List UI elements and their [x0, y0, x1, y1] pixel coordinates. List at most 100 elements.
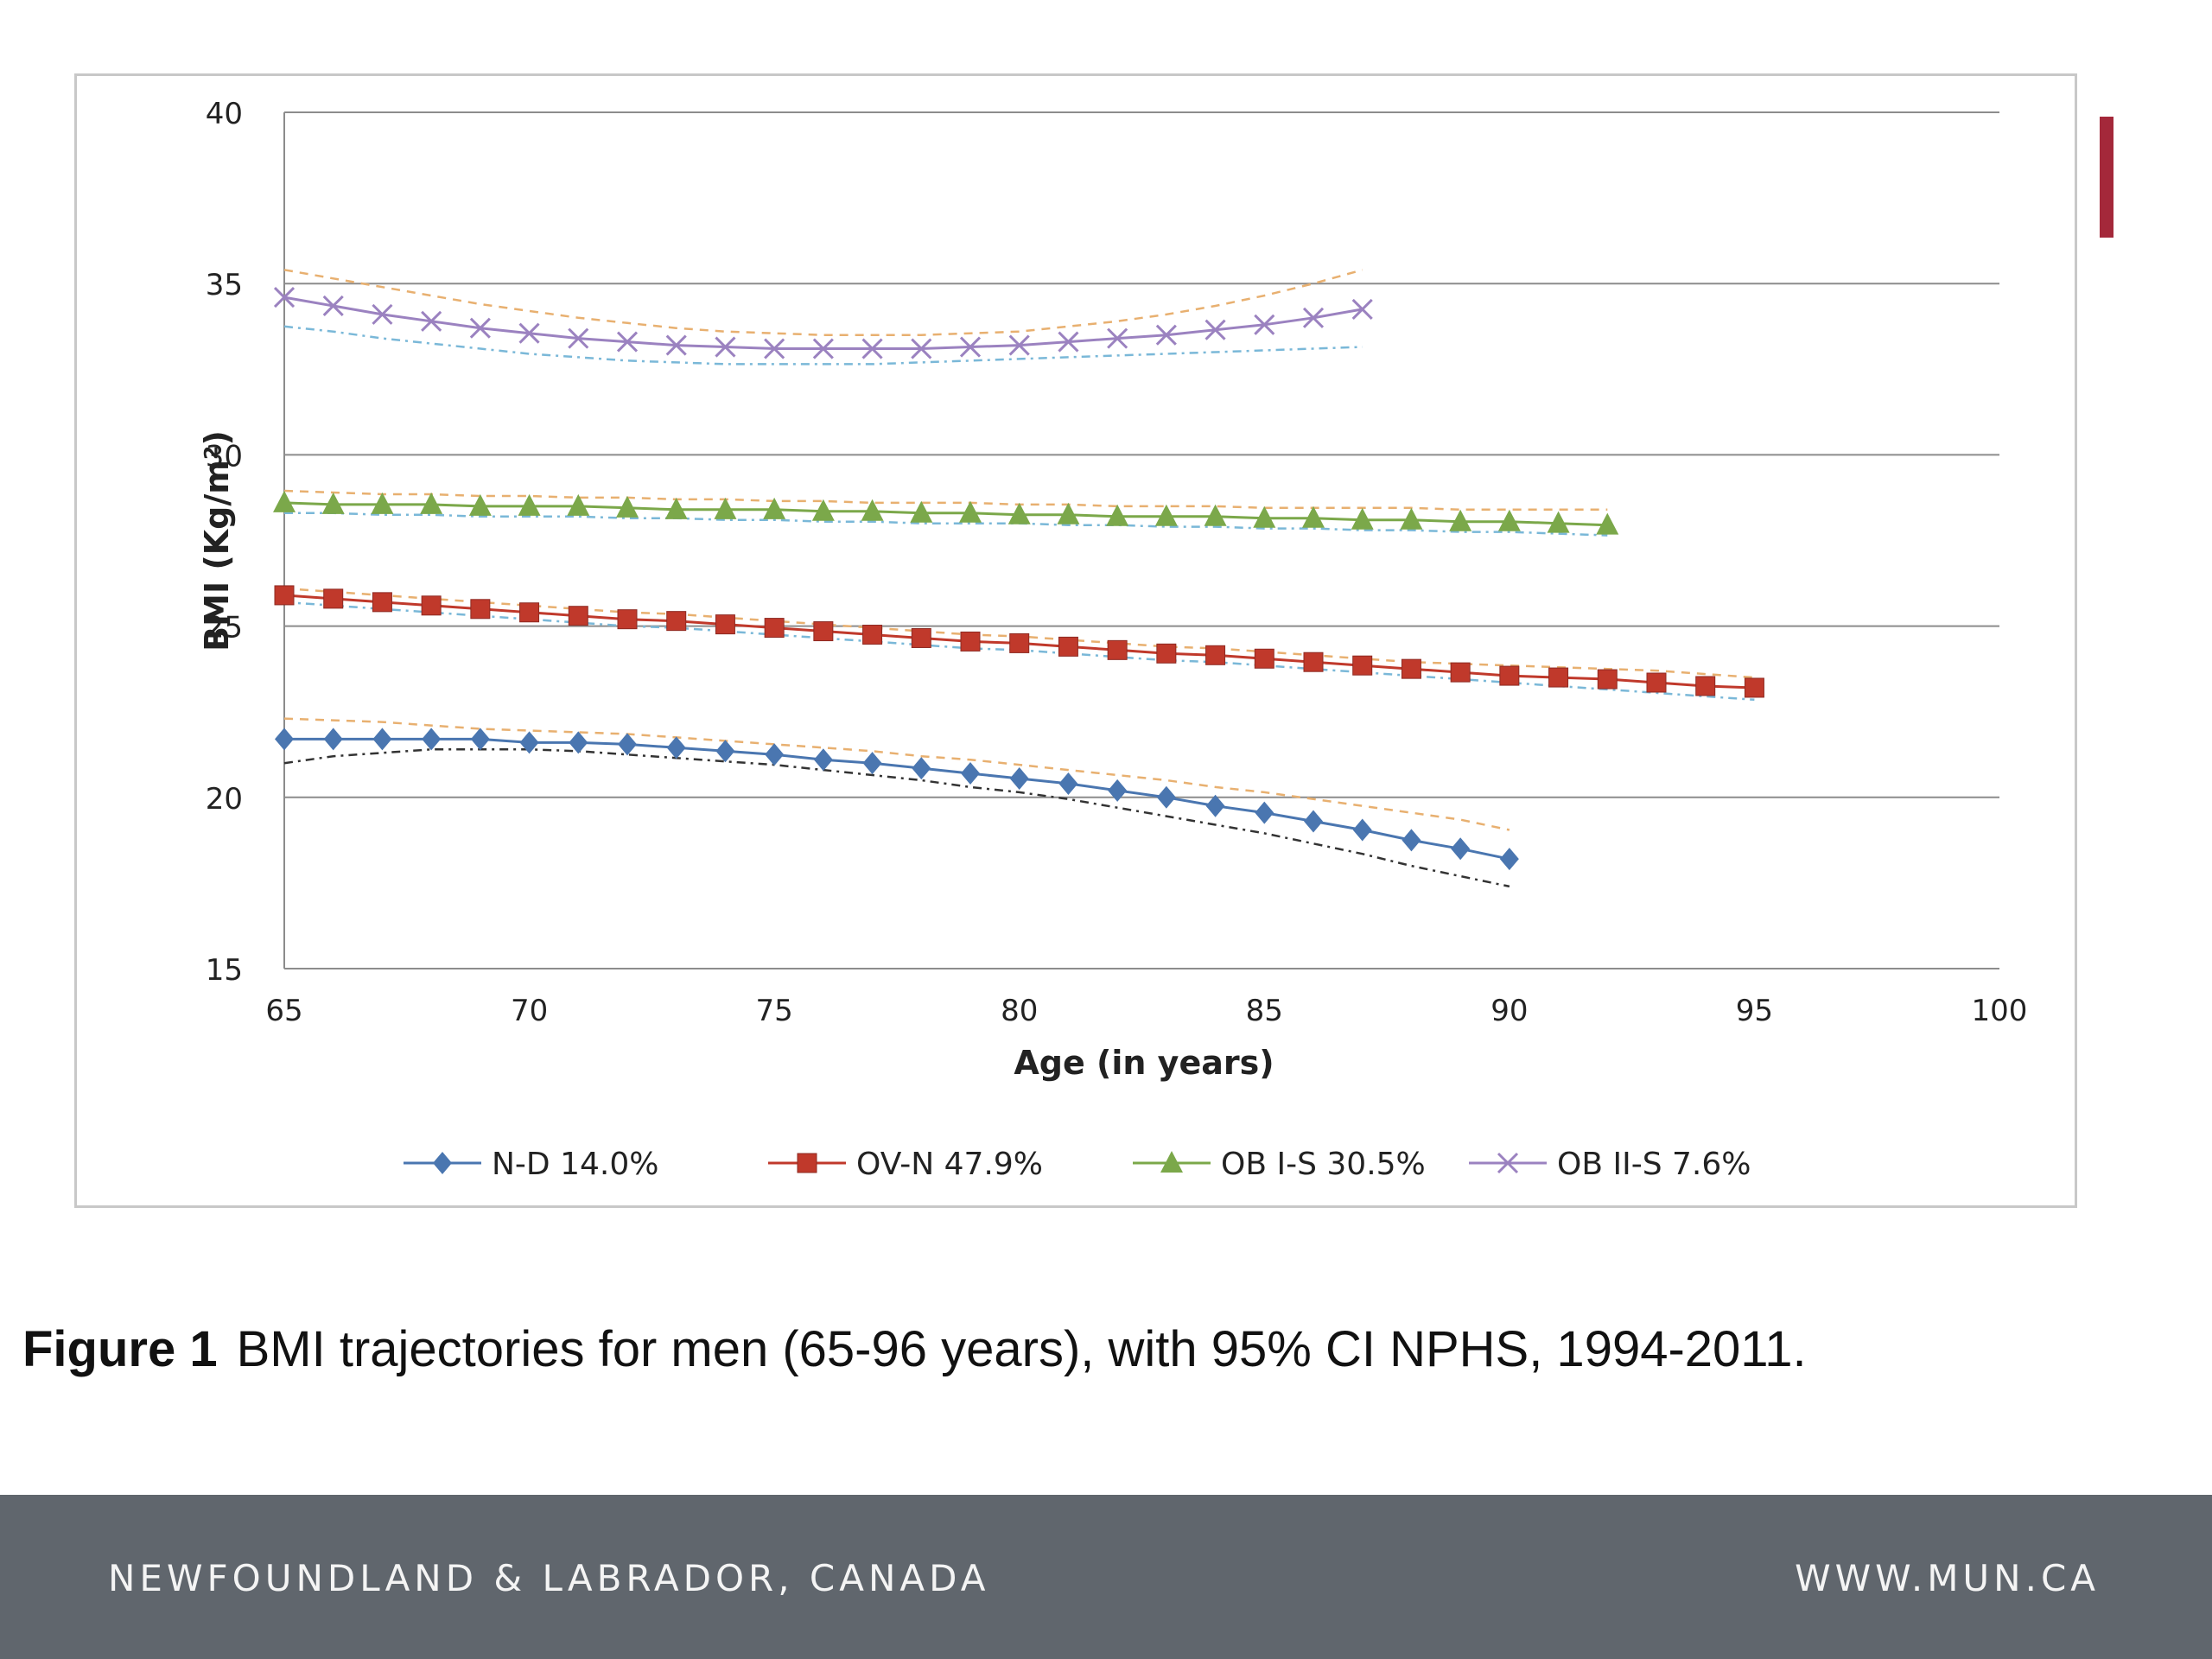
series-4-point — [861, 338, 883, 359]
series-2-point — [1303, 652, 1324, 672]
series-3-point — [1400, 507, 1423, 530]
series-4-point — [665, 334, 687, 356]
series-1-point — [1058, 772, 1078, 795]
series-1-point — [1352, 818, 1372, 842]
series-1-point — [618, 733, 637, 756]
series-3-point — [371, 492, 394, 514]
series-3-point — [273, 490, 296, 512]
series-3-point — [518, 493, 541, 516]
series-4-point — [1351, 298, 1373, 320]
series-2-point — [813, 621, 834, 642]
series-2-point — [372, 592, 392, 613]
series-2-point — [715, 614, 735, 635]
x-tick-label-70: 70 — [511, 994, 548, 1028]
series-3-point — [1351, 507, 1374, 530]
series-4-point — [421, 310, 442, 332]
series-4-line — [283, 296, 1363, 350]
series-3-point — [1596, 512, 1619, 535]
series-3-point — [664, 497, 688, 519]
legend-item-2: OV-N 47.9% — [768, 1147, 1043, 1182]
series-1-point — [1156, 785, 1176, 809]
series-1-point — [1205, 794, 1225, 817]
series-4-point — [322, 295, 344, 317]
series-1-point — [912, 757, 931, 780]
series-2-point — [1744, 677, 1764, 698]
series-4-point — [1205, 319, 1226, 340]
legend-item-1: N-D 14.0% — [404, 1147, 658, 1182]
series-2-point — [911, 627, 931, 648]
series-1-point — [765, 743, 785, 766]
caption-label: Figure 1 — [22, 1321, 218, 1377]
series-3-ci-lower — [284, 512, 1608, 537]
series-1-point — [1499, 848, 1519, 871]
series-2-point — [1450, 662, 1471, 683]
footer-website-link[interactable]: WWW.MUN.CA — [1795, 1557, 2100, 1599]
series-3-point — [1106, 504, 1129, 526]
legend-item-4: OB II-S 7.6% — [1469, 1147, 1751, 1182]
x-tick-label-85: 85 — [1246, 994, 1283, 1028]
series-2-point — [960, 631, 981, 652]
axis-labels: Age (in years) BMI (Kg/m²) — [198, 430, 1274, 1082]
series-1-point — [1009, 766, 1029, 790]
x-tick-label-65: 65 — [265, 994, 302, 1028]
series-2-point — [1009, 632, 1030, 653]
x-axis-title: Age (in years) — [1014, 1044, 1274, 1082]
series-2-point — [1548, 667, 1569, 688]
series-2-point — [1254, 648, 1274, 669]
series-3-point — [910, 500, 933, 523]
series-3-point — [1057, 502, 1080, 524]
series-2-point — [323, 588, 344, 609]
series-4-point — [715, 336, 736, 358]
y-tick-label-35: 35 — [206, 268, 243, 302]
series-1-point — [569, 731, 588, 754]
series-3-line — [283, 501, 1608, 527]
series-2-point — [1058, 636, 1078, 657]
series-1-point — [813, 748, 833, 772]
legend-label: N-D 14.0% — [492, 1147, 658, 1182]
accent-bar — [2100, 117, 2113, 238]
series-4-point — [568, 327, 589, 349]
series-4-point — [1155, 324, 1177, 346]
series-2-point — [519, 602, 540, 623]
series-1-point — [422, 728, 442, 751]
series-3-point — [1497, 509, 1521, 531]
series-1-point — [961, 762, 980, 785]
x-tick-label-75: 75 — [756, 994, 793, 1028]
series-3-point — [714, 497, 737, 519]
series-3-point — [1154, 504, 1178, 526]
series-4-point — [812, 338, 834, 359]
series-4-point — [911, 338, 932, 359]
series-2-point — [1156, 643, 1177, 664]
legend: N-D 14.0% OV-N 47.9% OB I-S 30.5% OB II-S 7… — [404, 1147, 1751, 1182]
series-2-point — [862, 625, 883, 645]
series-2-point — [1401, 658, 1421, 679]
series-3-point — [1302, 505, 1325, 528]
series-4-point — [1058, 331, 1079, 353]
legend-label: OB I-S 30.5% — [1221, 1147, 1426, 1182]
series-3-point — [1204, 504, 1227, 526]
y-tick-label-30: 30 — [206, 439, 243, 474]
x-tick-label-95: 95 — [1736, 994, 1773, 1028]
series-2-point — [1107, 639, 1128, 660]
series-1-point — [1451, 837, 1471, 861]
series-2-point — [1205, 645, 1226, 665]
x-tick-label-90: 90 — [1491, 994, 1528, 1028]
legend-swatch-marker — [433, 1152, 452, 1174]
legend-label: OV-N 47.9% — [856, 1147, 1043, 1182]
series-3-point — [321, 492, 345, 514]
series-3-point — [811, 499, 835, 521]
legend-swatch-marker — [1497, 1152, 1519, 1174]
series-1-point — [715, 740, 735, 763]
series-4-point — [1008, 334, 1030, 356]
series-3-point — [1253, 505, 1276, 528]
series-3-point — [1547, 511, 1570, 533]
series-1-point — [1255, 801, 1274, 824]
series-4-point — [764, 338, 785, 359]
series-3-point — [616, 495, 639, 518]
confidence-bands — [283, 269, 1755, 888]
series-4-point — [1254, 314, 1275, 335]
series-3-point — [1007, 502, 1031, 524]
y-axis-title: BMI (Kg/m²) — [198, 430, 236, 652]
series-4-point — [518, 322, 540, 344]
series-1-point — [666, 736, 686, 760]
